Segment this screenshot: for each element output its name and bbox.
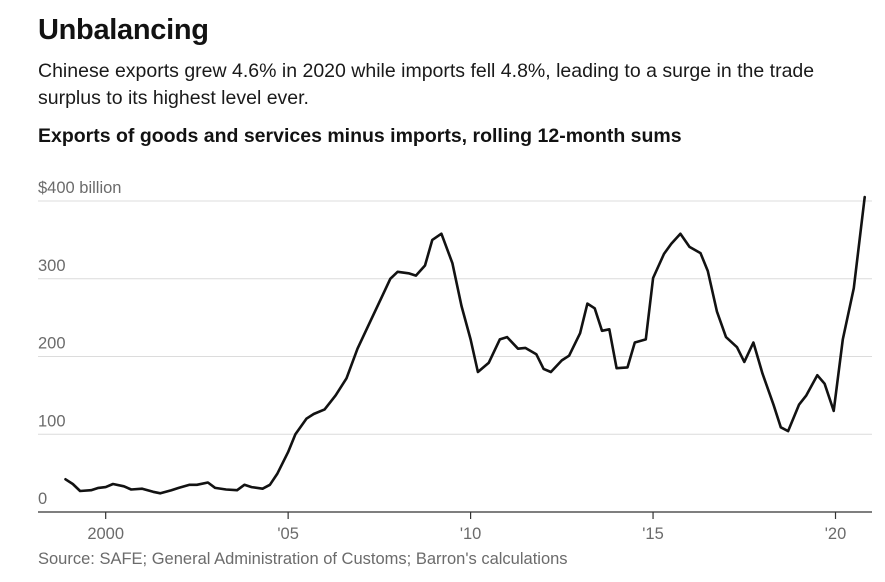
page-title: Unbalancing: [38, 14, 209, 46]
y-tick-label: 100: [38, 412, 66, 430]
x-tick-label: '10: [460, 525, 482, 543]
x-tick-label: '05: [277, 525, 299, 543]
y-tick-label: 300: [38, 257, 66, 275]
x-tick-label: '20: [825, 525, 847, 543]
y-tick-label: 200: [38, 335, 66, 353]
source-note: Source: SAFE; General Administration of …: [38, 550, 568, 568]
y-tick-label: 0: [38, 490, 47, 508]
y-tick-label: $400 billion: [38, 179, 121, 197]
trade-surplus-line: [64, 195, 867, 495]
page-subtitle: Chinese exports grew 4.6% in 2020 while …: [38, 60, 815, 109]
x-tick-label: '15: [642, 525, 664, 543]
x-tick-label: 2000: [87, 525, 124, 543]
chart-title: Exports of goods and services minus impo…: [38, 125, 682, 147]
